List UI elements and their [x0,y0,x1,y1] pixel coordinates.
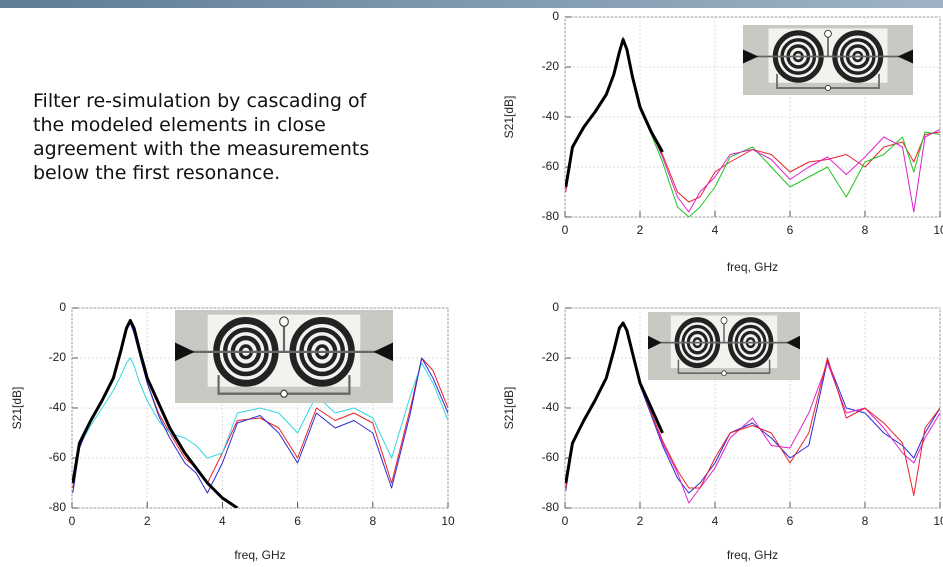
y-tick-label: 0 [552,300,559,314]
x-tick-label: 10 [933,223,943,237]
x-tick-label: 4 [712,223,719,237]
x-tick-label: 8 [862,223,869,237]
filter-photo [175,310,393,403]
series-line [72,357,448,484]
x-tick-label: 0 [562,514,569,528]
x-tick-label: 2 [637,514,644,528]
y-tick-label: -80 [542,500,560,514]
series-line [565,321,664,484]
y-tick-label: -20 [49,350,67,364]
x-tick-label: 8 [369,514,376,528]
header-band [0,0,943,8]
y-axis-label: S21[dB] [502,387,516,430]
y-tick-label: -60 [49,450,67,464]
caption: Filter re-simulation by cascading ofthe … [33,90,369,184]
y-tick-label: -40 [542,109,560,123]
caption-line: agreement with the measurements [33,138,369,160]
x-tick-label: 6 [294,514,301,528]
x-tick-label: 4 [712,514,719,528]
y-tick-label: 0 [552,9,559,23]
x-tick-label: 2 [144,514,151,528]
x-tick-label: 8 [862,514,869,528]
series-line [565,38,664,188]
x-tick-label: 2 [637,223,644,237]
x-tick-label: 0 [69,514,76,528]
y-tick-label: -20 [542,59,560,73]
x-tick-label: 6 [787,223,794,237]
x-axis-label: freq, GHz [727,548,778,562]
caption-line: the modeled elements in close [33,114,326,136]
y-tick-label: -40 [542,400,560,414]
filter-photo [743,25,913,95]
series-line [72,319,239,508]
caption-line: Filter re-simulation by cascading of [33,90,368,112]
x-tick-label: 0 [562,223,569,237]
y-tick-label: -80 [542,209,560,223]
caption-line: below the first resonance. [33,162,280,184]
x-tick-label: 4 [219,514,226,528]
x-tick-label: 10 [933,514,943,528]
x-tick-label: 10 [441,514,455,528]
y-tick-label: -40 [49,400,67,414]
x-tick-label: 6 [787,514,794,528]
y-tick-label: -60 [542,159,560,173]
x-axis-label: freq, GHz [234,548,285,562]
y-tick-label: 0 [59,300,66,314]
y-axis-label: S21[dB] [502,96,516,139]
y-tick-label: -80 [49,500,67,514]
y-tick-label: -20 [542,350,560,364]
x-axis-label: freq, GHz [727,260,778,274]
y-tick-label: -60 [542,450,560,464]
filter-photo [648,312,800,380]
y-axis-label: S21[dB] [10,387,24,430]
